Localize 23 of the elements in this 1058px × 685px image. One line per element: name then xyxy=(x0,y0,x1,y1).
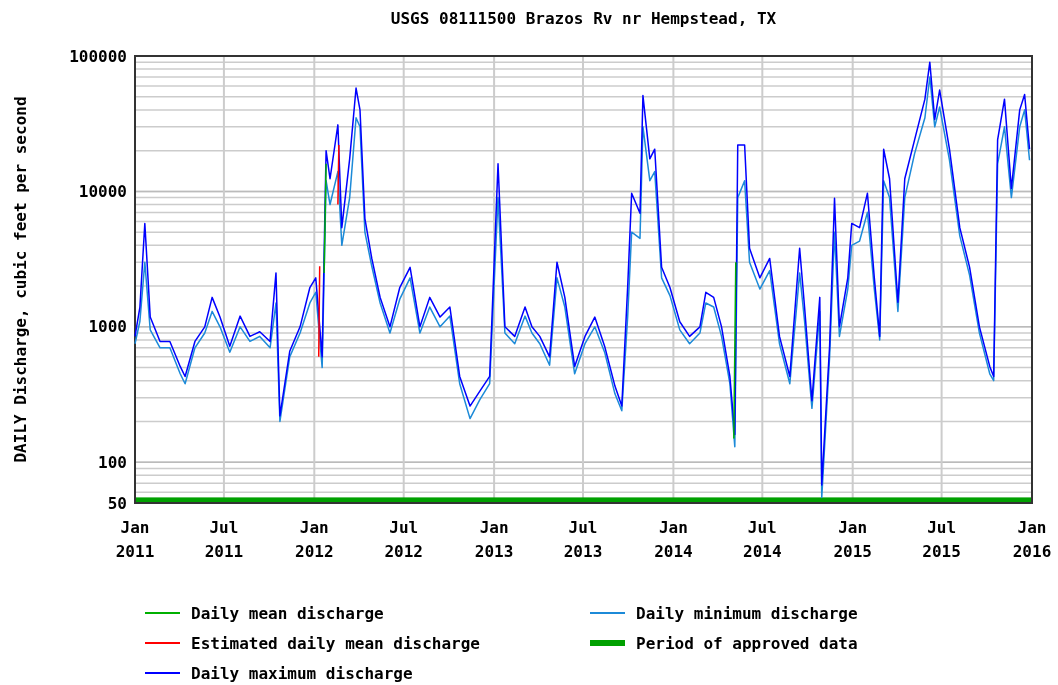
x-tick-label: Jul 2013 xyxy=(563,518,603,561)
x-tick-label: Jul 2011 xyxy=(204,518,244,561)
x-tick-label: Jan 2013 xyxy=(474,518,514,561)
y-tick-label: 100 xyxy=(98,452,127,472)
x-tick-label: Jul 2012 xyxy=(384,518,423,561)
x-tick-label: Jan 2016 xyxy=(1012,518,1052,561)
y-tick-label: 1000 xyxy=(88,317,127,337)
x-tick-label: Jul 2014 xyxy=(743,518,782,561)
y-axis-title: DAILY Discharge, cubic feet per second xyxy=(11,96,30,463)
legend-label: Daily maximum discharge xyxy=(191,663,413,683)
legend-label: Daily minimum discharge xyxy=(636,603,858,623)
legend-label: Period of approved data xyxy=(636,633,858,653)
y-tick-label: 10000 xyxy=(78,182,127,202)
x-tick-label: Jan 2014 xyxy=(654,518,693,561)
y-tick-label: 50 xyxy=(107,493,127,513)
legend-label: Daily mean discharge xyxy=(191,603,384,623)
x-tick-label: Jul 2015 xyxy=(922,518,961,561)
legend-label: Estimated daily mean discharge xyxy=(191,633,480,653)
chart-title: USGS 08111500 Brazos Rv nr Hempstead, TX xyxy=(390,9,777,28)
x-tick-label: Jan 2015 xyxy=(833,518,872,561)
x-tick-label: Jan 2011 xyxy=(115,518,155,561)
x-tick-label: Jan 2012 xyxy=(295,518,334,561)
y-tick-label: 100000 xyxy=(69,46,127,66)
